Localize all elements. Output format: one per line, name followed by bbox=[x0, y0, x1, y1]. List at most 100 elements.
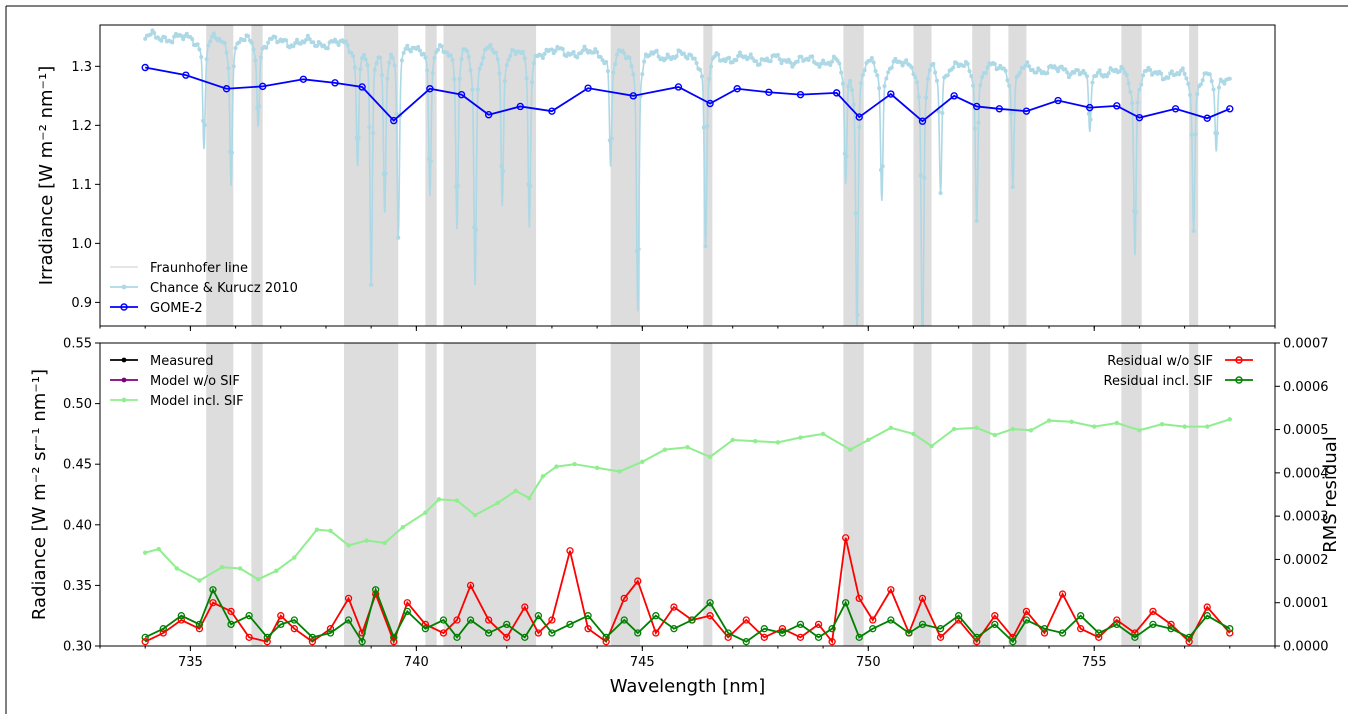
residual-wo-sif-point bbox=[1185, 638, 1193, 646]
residual-incl-sif-point bbox=[1226, 625, 1234, 633]
chance-kurucz-point bbox=[862, 68, 867, 73]
chance-kurucz-point bbox=[1090, 80, 1095, 85]
residual-wo-sif-point bbox=[814, 620, 823, 629]
wavelength-x-axis-label: Wavelength [nm] bbox=[610, 676, 766, 697]
radiance-point bbox=[662, 447, 668, 452]
chance-kurucz-point bbox=[291, 44, 296, 49]
chance-kurucz-point bbox=[584, 47, 589, 52]
residual-wo-sif-point bbox=[584, 625, 592, 633]
y-right-tick-label: 0.0000 bbox=[1283, 640, 1329, 655]
legend-label-measured: Measured bbox=[150, 354, 214, 369]
chance-kurucz-point bbox=[853, 211, 858, 216]
chance-kurucz-point bbox=[295, 37, 300, 42]
radiance-point bbox=[888, 425, 894, 431]
chance-kurucz-point bbox=[900, 63, 905, 68]
radiance-point bbox=[640, 459, 645, 464]
chance-kurucz-point bbox=[1034, 70, 1039, 75]
residual-incl-sif-point bbox=[828, 625, 836, 633]
chance-kurucz-point bbox=[242, 38, 247, 43]
chance-kurucz-point bbox=[1207, 72, 1212, 77]
residual-wo-sif-point bbox=[706, 612, 714, 620]
chance-kurucz-point bbox=[878, 168, 883, 173]
chance-kurucz-point bbox=[810, 54, 815, 59]
chance-kurucz-point bbox=[1126, 81, 1131, 86]
residual-wo-sif-point bbox=[1113, 616, 1121, 624]
chance-kurucz-point bbox=[1010, 184, 1015, 189]
chance-kurucz-point bbox=[352, 65, 357, 70]
chance-kurucz-point bbox=[734, 58, 739, 63]
radiance-point bbox=[274, 568, 279, 574]
chance-kurucz-point bbox=[850, 88, 854, 93]
residual-wo-sif-point bbox=[855, 594, 863, 603]
residual-incl-sif-point bbox=[534, 612, 543, 620]
chance-kurucz-point bbox=[493, 50, 498, 55]
residual-incl-sif-point bbox=[521, 633, 529, 641]
residual-wo-sif-point bbox=[973, 638, 981, 646]
chance-kurucz-point bbox=[448, 53, 453, 58]
radiance-point bbox=[1069, 419, 1074, 424]
chance-kurucz-point bbox=[1121, 67, 1126, 72]
chance-kurucz-point bbox=[595, 50, 600, 55]
chance-kurucz-point bbox=[974, 218, 979, 223]
radiance-point bbox=[1010, 426, 1016, 432]
chance-kurucz-point bbox=[1144, 68, 1149, 73]
gome2-point bbox=[1054, 96, 1062, 105]
residual-wo-sif-point bbox=[918, 594, 927, 603]
chance-kurucz-point bbox=[936, 109, 941, 114]
fraunhofer-band bbox=[1121, 25, 1142, 326]
residual-incl-sif-point bbox=[670, 625, 678, 633]
chance-kurucz-point bbox=[1130, 101, 1135, 106]
chance-kurucz-point bbox=[307, 37, 312, 42]
chance-kurucz-point bbox=[969, 74, 974, 79]
chance-kurucz-point bbox=[985, 65, 990, 70]
chance-kurucz-point bbox=[611, 70, 616, 75]
chance-kurucz-point bbox=[211, 31, 216, 36]
residual-incl-sif-point bbox=[602, 633, 610, 641]
gome2-point bbox=[1022, 107, 1031, 115]
chance-kurucz-point bbox=[401, 50, 406, 55]
residual-wo-sif-point bbox=[263, 638, 271, 646]
fraunhofer-band bbox=[1008, 343, 1027, 646]
radiance-point bbox=[142, 550, 148, 555]
chance-kurucz-point bbox=[163, 35, 168, 40]
chance-kurucz-point bbox=[1059, 64, 1064, 69]
radiance-point bbox=[174, 566, 180, 571]
residual-wo-sif-point bbox=[485, 616, 493, 624]
y-tick-label: 0.40 bbox=[63, 518, 92, 533]
radiance-point bbox=[707, 454, 713, 460]
residual-wo-sif-point bbox=[245, 633, 253, 641]
y-right-tick-label: 0.0007 bbox=[1283, 337, 1329, 352]
residual-wo-sif-point bbox=[159, 629, 167, 637]
radiance-point bbox=[992, 432, 998, 438]
chance-kurucz-point bbox=[855, 312, 860, 317]
residual-wo-sif-point bbox=[141, 638, 149, 646]
y-tick-label: 0.50 bbox=[63, 397, 92, 412]
irradiance-legend: Fraunhofer line Chance & Kurucz 2010 GOM… bbox=[150, 261, 298, 316]
gome2-line bbox=[145, 66, 1231, 123]
chance-kurucz-point bbox=[768, 59, 773, 64]
chance-kurucz-point bbox=[777, 57, 782, 62]
chance-kurucz-point bbox=[1045, 71, 1050, 76]
chance-kurucz-point bbox=[884, 76, 889, 81]
radiance-point bbox=[730, 437, 735, 443]
radiance-point bbox=[753, 438, 758, 444]
chance-kurucz-point bbox=[417, 48, 422, 53]
radiance-point bbox=[527, 495, 532, 501]
chance-kurucz-point bbox=[1023, 63, 1028, 68]
x-tick-label: 745 bbox=[630, 655, 655, 670]
chance-kurucz-point bbox=[795, 59, 800, 64]
residual-incl-sif-point bbox=[620, 616, 628, 624]
chance-kurucz-point bbox=[1104, 74, 1109, 79]
radiance-point bbox=[454, 498, 460, 503]
gome2-point bbox=[1113, 102, 1121, 110]
chance-kurucz-point bbox=[598, 54, 603, 59]
residual-wo-sif-legend-marker bbox=[1235, 356, 1243, 364]
radiance-point bbox=[292, 555, 297, 560]
residual-wo-sif-point bbox=[421, 620, 430, 629]
chance-kurucz-point bbox=[1075, 68, 1080, 73]
chance-kurucz-point bbox=[360, 56, 365, 61]
residual-incl-sif-point bbox=[973, 633, 981, 641]
chance-kurucz-point bbox=[224, 50, 229, 55]
gome2-point bbox=[950, 92, 958, 100]
chance-kurucz-point bbox=[709, 64, 713, 69]
